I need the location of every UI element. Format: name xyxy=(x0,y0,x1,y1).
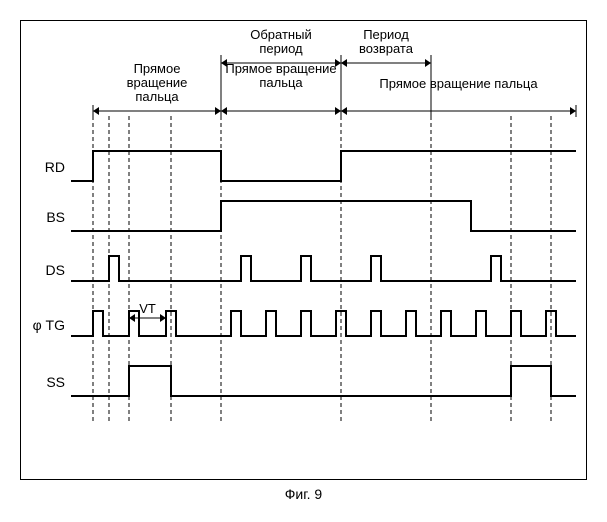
svg-text:Прямое вращение пальца: Прямое вращение пальца xyxy=(379,76,538,91)
signal-label-SS: SS xyxy=(46,374,65,390)
signal-label-BS: BS xyxy=(46,209,65,225)
signal-label-column: RD BS DS φ TG SS xyxy=(21,21,71,479)
svg-text:Периодвозврата: Периодвозврата xyxy=(359,27,414,56)
svg-text:Обратныйпериод: Обратныйпериод xyxy=(250,27,311,56)
svg-text:Прямое вращениепальца: Прямое вращениепальца xyxy=(225,61,336,90)
timing-diagram: RD BS DS φ TG SS Обратныйпериод Периодвозврат… xyxy=(20,20,587,480)
signal-label-DS: DS xyxy=(46,262,65,278)
svg-text:VT: VT xyxy=(139,301,156,316)
waveform-svg: Обратныйпериод Периодвозврата Прямоевращен… xyxy=(71,21,588,481)
signal-label-RD: RD xyxy=(45,159,65,175)
svg-text:Прямоевращениепальца: Прямоевращениепальца xyxy=(127,61,188,104)
chart-area: Обратныйпериод Периодвозврата Прямоевращен… xyxy=(71,21,588,479)
signal-label-φTG: φ TG xyxy=(33,317,65,333)
